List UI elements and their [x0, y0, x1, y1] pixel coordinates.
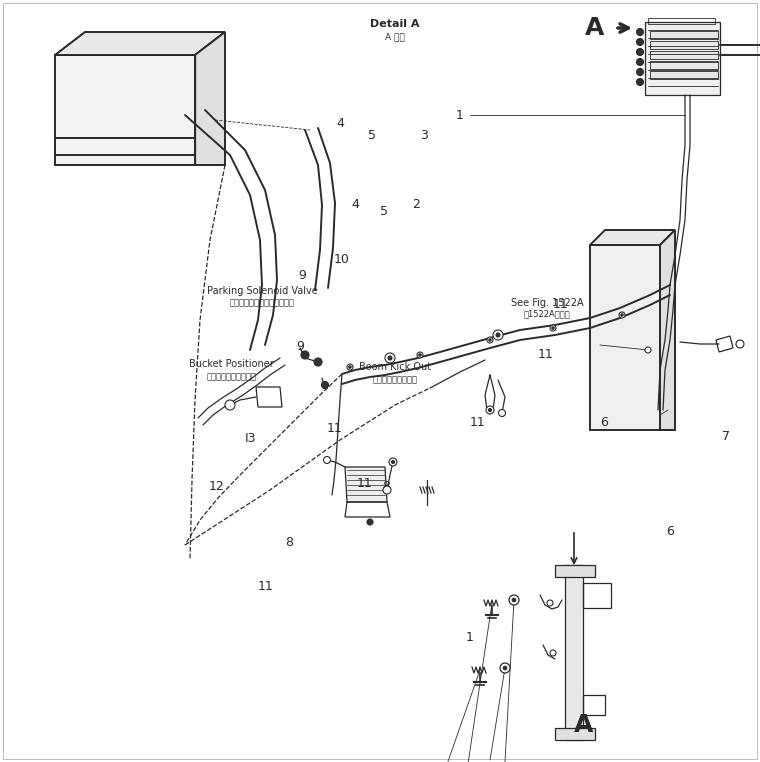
Text: 3: 3	[420, 129, 428, 142]
Text: 11: 11	[538, 347, 553, 361]
Text: 8: 8	[285, 536, 293, 549]
Text: 4: 4	[337, 117, 344, 130]
Text: I3: I3	[245, 431, 257, 445]
Circle shape	[489, 408, 492, 411]
Circle shape	[324, 456, 331, 463]
Text: 5: 5	[380, 205, 388, 219]
Circle shape	[621, 314, 623, 316]
Text: 11: 11	[553, 298, 568, 312]
Circle shape	[417, 352, 423, 358]
Text: 11: 11	[258, 580, 274, 594]
Bar	[583, 583, 611, 608]
Text: 11: 11	[470, 416, 485, 430]
Circle shape	[314, 358, 322, 366]
Text: 12: 12	[209, 479, 224, 493]
Polygon shape	[195, 32, 225, 165]
Circle shape	[636, 69, 644, 75]
Circle shape	[645, 347, 651, 353]
Circle shape	[347, 364, 353, 370]
Text: Parking Solenoid Valve: Parking Solenoid Valve	[207, 286, 318, 296]
Circle shape	[500, 663, 510, 673]
Text: 10: 10	[334, 252, 350, 266]
Polygon shape	[55, 55, 195, 165]
Bar	[565, 565, 583, 740]
Circle shape	[385, 353, 395, 363]
Circle shape	[419, 354, 421, 356]
Bar	[555, 728, 595, 740]
Text: 4: 4	[352, 197, 359, 211]
Text: 9: 9	[299, 269, 306, 283]
Text: 第1522A図参照: 第1522A図参照	[524, 309, 571, 319]
Circle shape	[301, 351, 309, 359]
Polygon shape	[650, 71, 718, 79]
Circle shape	[486, 406, 494, 414]
Text: パーキングソレノイドバルブ: パーキングソレノイドバルブ	[230, 299, 295, 308]
Circle shape	[321, 382, 328, 389]
Circle shape	[503, 666, 507, 670]
Circle shape	[636, 78, 644, 85]
Text: A: A	[585, 16, 605, 40]
Polygon shape	[660, 230, 675, 430]
Circle shape	[636, 39, 644, 46]
Circle shape	[391, 460, 394, 463]
Circle shape	[383, 486, 391, 494]
Circle shape	[487, 337, 493, 343]
Polygon shape	[650, 61, 718, 69]
Polygon shape	[650, 31, 718, 39]
Text: 2: 2	[413, 197, 420, 211]
Text: Bucket Positioner: Bucket Positioner	[189, 359, 274, 370]
Circle shape	[349, 366, 351, 368]
Text: A: A	[574, 713, 594, 738]
Text: 11: 11	[327, 421, 342, 435]
Text: 1: 1	[466, 631, 473, 645]
Polygon shape	[345, 467, 387, 502]
Bar	[555, 565, 595, 577]
Polygon shape	[590, 245, 660, 430]
Bar	[583, 695, 605, 715]
Text: 11: 11	[357, 477, 372, 491]
Circle shape	[225, 400, 235, 410]
Text: 6: 6	[600, 416, 608, 430]
Circle shape	[550, 325, 556, 331]
Text: 5: 5	[369, 129, 376, 142]
Text: 6: 6	[667, 525, 674, 539]
Circle shape	[550, 650, 556, 656]
Circle shape	[619, 312, 625, 318]
Circle shape	[496, 333, 500, 337]
Circle shape	[736, 340, 744, 348]
Text: See Fig. 1522A: See Fig. 1522A	[511, 297, 584, 308]
Text: 7: 7	[722, 430, 730, 443]
Text: Detail A: Detail A	[370, 19, 420, 30]
Circle shape	[636, 28, 644, 36]
Circle shape	[499, 409, 505, 417]
Circle shape	[367, 519, 373, 525]
Circle shape	[493, 330, 503, 340]
Polygon shape	[645, 22, 720, 95]
Text: Boom Kick Out: Boom Kick Out	[359, 362, 431, 373]
Circle shape	[547, 600, 553, 606]
Circle shape	[489, 339, 491, 341]
Circle shape	[552, 327, 554, 329]
Text: バケットポジッショナ: バケットポジッショナ	[207, 372, 257, 381]
Circle shape	[512, 598, 516, 602]
Polygon shape	[55, 32, 225, 55]
Text: 8: 8	[382, 479, 390, 493]
Circle shape	[636, 49, 644, 56]
Text: 9: 9	[296, 340, 304, 354]
Circle shape	[389, 458, 397, 466]
Polygon shape	[650, 41, 718, 49]
Circle shape	[509, 595, 519, 605]
Circle shape	[636, 59, 644, 66]
Text: ブームキックアウト: ブームキックアウト	[372, 375, 418, 384]
Circle shape	[388, 356, 392, 360]
Polygon shape	[590, 230, 675, 245]
Polygon shape	[650, 51, 718, 59]
Text: A 詳細: A 詳細	[385, 32, 405, 41]
Text: 1: 1	[456, 108, 464, 121]
